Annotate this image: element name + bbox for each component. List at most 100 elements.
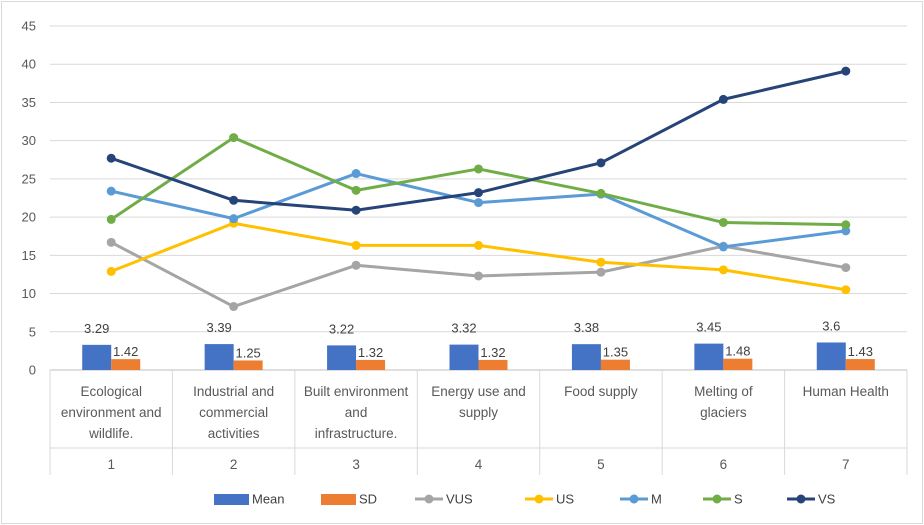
category-number: 5 — [597, 457, 605, 472]
marker-vus — [106, 237, 116, 247]
y-tick-label: 0 — [29, 363, 36, 378]
category-number: 1 — [107, 457, 115, 472]
line-series-s — [109, 136, 848, 227]
y-tick-label: 20 — [22, 210, 36, 225]
bar-mean — [327, 345, 357, 370]
data-label-mean: 3.39 — [206, 320, 231, 335]
legend-marker-us — [534, 494, 544, 504]
marker-vs — [106, 153, 116, 163]
marker-us — [596, 257, 606, 267]
category-label: Human Health — [803, 384, 889, 399]
category-number: 7 — [842, 457, 850, 472]
bar-sd — [356, 359, 386, 370]
marker-us — [474, 240, 483, 250]
category-label: supply — [459, 405, 498, 420]
marker-s — [841, 220, 851, 230]
y-tick-label: 30 — [22, 133, 36, 148]
marker-m — [474, 198, 483, 208]
bar-mean — [694, 343, 724, 370]
data-label-sd: 1.25 — [235, 345, 260, 360]
legend-swatch-sd — [321, 494, 356, 505]
y-tick-label: 15 — [22, 248, 36, 263]
marker-m — [106, 186, 116, 196]
data-label-sd: 1.42 — [113, 344, 138, 359]
category-label: commercial — [199, 405, 268, 420]
y-tick-label: 5 — [29, 324, 36, 339]
category-label: environment and — [61, 405, 162, 420]
legend-label-mean: Mean — [252, 492, 285, 507]
marker-vs — [351, 205, 361, 215]
category-label: Melting of — [694, 384, 753, 399]
category-number: 6 — [720, 457, 728, 472]
bar-sd — [845, 359, 875, 370]
data-label-mean: 3.32 — [451, 321, 476, 336]
marker-m — [718, 242, 728, 252]
category-label: activities — [208, 426, 260, 441]
legend-marker-vs — [796, 494, 806, 504]
category-number: 4 — [475, 457, 483, 472]
bar-mean — [82, 344, 112, 370]
legend-label-sd: SD — [359, 492, 377, 507]
marker-s — [351, 185, 361, 195]
marker-vs — [596, 158, 606, 168]
y-tick-label: 35 — [22, 95, 36, 110]
category-label: glaciers — [700, 405, 747, 420]
marker-vus — [474, 271, 483, 281]
bar-mean — [449, 344, 479, 370]
legend-swatch-mean — [214, 494, 249, 505]
marker-vus — [596, 267, 606, 277]
legend-marker-m — [629, 494, 639, 504]
category-number: 3 — [352, 457, 360, 472]
marker-vus — [841, 263, 851, 273]
data-label-mean: 3.45 — [696, 320, 721, 335]
bar-mean — [571, 344, 601, 370]
category-label: wildlife. — [88, 426, 133, 441]
category-label: and — [345, 405, 368, 420]
marker-us — [841, 285, 851, 295]
category-label: infrastructure. — [315, 426, 398, 441]
marker-s — [474, 164, 483, 174]
legend-label-us: US — [556, 492, 574, 507]
y-tick-label: 25 — [22, 171, 36, 186]
marker-us — [351, 240, 361, 250]
marker-s — [596, 188, 606, 198]
bar-sd — [233, 360, 263, 370]
category-label: Built environment — [304, 384, 409, 399]
data-label-sd: 1.32 — [480, 345, 505, 360]
marker-s — [718, 217, 728, 227]
bar-sd — [111, 359, 141, 370]
data-label-sd: 1.43 — [848, 344, 873, 359]
category-label: Industrial and — [193, 384, 274, 399]
y-tick-label: 40 — [22, 57, 36, 72]
data-label-mean: 3.29 — [84, 321, 109, 336]
legend-marker-s — [712, 494, 722, 504]
marker-m — [351, 169, 361, 179]
bar-sd — [723, 358, 753, 370]
category-label: Energy use and — [431, 384, 526, 399]
data-label-sd: 1.48 — [725, 344, 750, 359]
bar-mean — [204, 344, 234, 370]
marker-vs — [229, 195, 239, 205]
marker-vs — [841, 66, 851, 76]
bar-sd — [478, 359, 508, 370]
marker-vus — [351, 260, 361, 270]
legend-label-vs: VS — [818, 492, 836, 507]
legend-label-m: M — [651, 492, 662, 507]
bar-sd — [600, 359, 630, 370]
category-number: 2 — [230, 457, 238, 472]
category-label: Food supply — [564, 384, 638, 399]
data-label-mean: 3.6 — [822, 318, 840, 333]
data-label-sd: 1.35 — [603, 345, 628, 360]
data-label-mean: 3.38 — [574, 320, 599, 335]
marker-s — [106, 214, 116, 224]
marker-vus — [229, 302, 239, 312]
marker-vs — [474, 188, 483, 198]
bar-mean — [816, 342, 846, 370]
y-tick-label: 45 — [22, 19, 36, 34]
y-tick-label: 10 — [22, 286, 36, 301]
data-label-sd: 1.32 — [358, 345, 383, 360]
marker-us — [106, 266, 116, 276]
line-series-m — [109, 172, 848, 249]
category-label: Ecological — [80, 384, 142, 399]
